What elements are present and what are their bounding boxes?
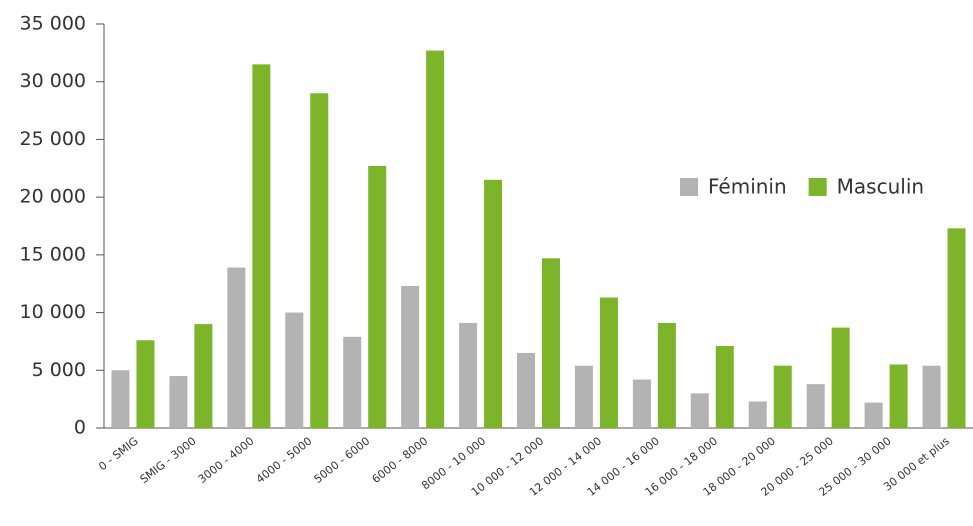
x-tick-label: 5000 - 6000 <box>312 434 373 485</box>
bar <box>343 336 362 428</box>
bar <box>542 258 560 428</box>
bar <box>484 179 503 428</box>
x-tick-label: 3000 - 4000 <box>196 434 257 485</box>
bar <box>227 267 246 428</box>
y-tick-label: 15 000 <box>20 243 86 265</box>
legend-swatch <box>808 178 827 196</box>
bar <box>310 93 329 428</box>
bar <box>773 365 792 428</box>
bar <box>864 402 883 428</box>
y-tick-label: 30 000 <box>20 70 86 92</box>
bar <box>194 324 213 428</box>
bar <box>111 370 130 428</box>
x-tick-label: 0 - SMIG <box>96 434 140 473</box>
legend-label: Féminin <box>708 175 787 199</box>
x-tick-label: SMIG - 3000 <box>138 434 199 486</box>
bar <box>368 165 387 428</box>
bar <box>136 340 155 428</box>
bar <box>748 401 767 428</box>
bar <box>632 379 651 428</box>
legend-label: Masculin <box>837 175 924 199</box>
bar <box>690 393 709 428</box>
y-tick-label: 5 000 <box>32 359 86 381</box>
x-tick-label: 4000 - 5000 <box>254 434 315 485</box>
bar <box>426 50 445 428</box>
bar <box>517 352 535 428</box>
legend-swatch <box>680 178 698 196</box>
bar <box>947 228 966 428</box>
y-tick-label: 35 000 <box>20 13 86 35</box>
bar <box>252 64 271 429</box>
y-tick-label: 25 000 <box>20 128 86 150</box>
bar <box>715 346 734 428</box>
bar <box>169 376 188 428</box>
bar <box>922 365 941 428</box>
y-tick-label: 20 000 <box>20 186 86 208</box>
x-tick-label: 6000 - 8000 <box>370 434 431 485</box>
bar <box>574 365 593 428</box>
bar <box>459 322 478 428</box>
bar <box>657 322 676 428</box>
bar <box>806 384 825 428</box>
bar <box>599 297 618 428</box>
bar <box>401 286 420 428</box>
y-tick-label: 0 <box>74 417 86 439</box>
bar <box>285 312 304 428</box>
bar <box>889 364 908 428</box>
y-tick-label: 10 000 <box>20 301 86 323</box>
bar <box>831 327 850 428</box>
